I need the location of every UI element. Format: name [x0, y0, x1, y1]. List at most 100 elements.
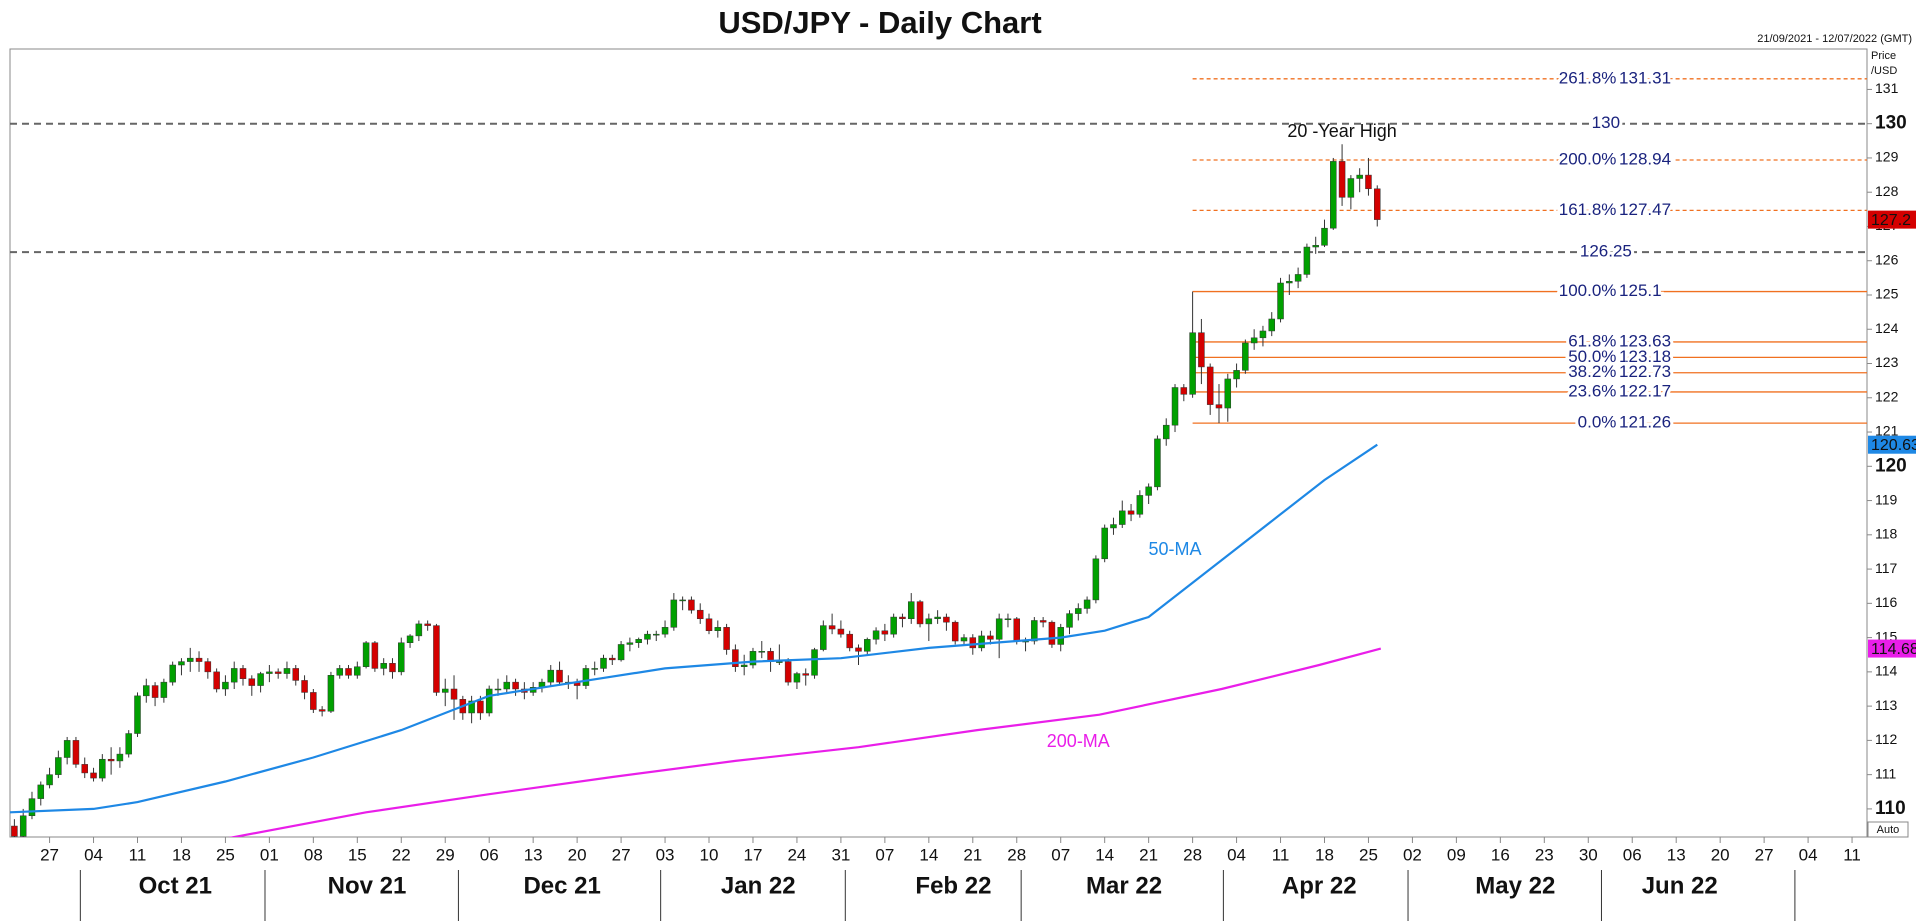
candle-body: [433, 625, 440, 693]
price-marker-label: 127.2: [1871, 212, 1911, 229]
candle-body: [1242, 342, 1249, 371]
candle-body: [292, 668, 300, 681]
candle-body: [916, 601, 924, 625]
candle-body: [424, 623, 431, 626]
candle-body: [1206, 366, 1214, 405]
candle-body: [1250, 337, 1258, 344]
candle-body: [1312, 245, 1319, 248]
y-tick-label: 124: [1875, 320, 1899, 336]
y-tick-label: 126: [1875, 251, 1899, 267]
candle-body: [151, 685, 159, 698]
candle-body: [213, 671, 220, 690]
candle-body: [1224, 378, 1232, 409]
candle-body: [494, 688, 502, 691]
y-tick-label: 128: [1875, 183, 1899, 199]
candle-body: [899, 616, 906, 620]
x-tick-label: 20: [1711, 845, 1730, 864]
candle-body: [1321, 227, 1328, 246]
candle-body: [811, 649, 818, 676]
candle-body: [371, 642, 379, 669]
x-tick-label: 25: [1359, 845, 1378, 864]
candle-body: [222, 681, 229, 690]
key-level-label: 130: [1592, 113, 1620, 132]
fib-percent: 38.2%: [1568, 362, 1616, 381]
y-tick-label: 131: [1875, 80, 1899, 96]
candle-body: [793, 673, 801, 683]
candle-body: [283, 668, 291, 674]
candle-body: [934, 616, 941, 620]
candle-body: [732, 649, 739, 667]
candle-body: [1277, 282, 1284, 320]
x-tick-label: 07: [875, 845, 894, 864]
fib-value: 128.94: [1619, 149, 1671, 168]
x-tick-label: 28: [1183, 845, 1202, 864]
candle-body: [169, 664, 176, 683]
candle-body: [1013, 618, 1021, 642]
annotation: 50-MA: [1149, 539, 1202, 559]
candle-body: [310, 692, 317, 710]
candle-body: [19, 815, 27, 837]
candle-body: [740, 664, 748, 667]
candle-body: [1233, 370, 1240, 380]
x-tick-label: 16: [1491, 845, 1510, 864]
candle-body: [362, 642, 370, 667]
candle-body: [881, 630, 889, 635]
fib-percent: 0.0%: [1578, 413, 1617, 432]
candle-body: [1198, 332, 1205, 368]
x-tick-label: 13: [524, 845, 543, 864]
candle-body: [1303, 246, 1311, 275]
candle-body: [398, 642, 405, 673]
candle-body: [626, 642, 634, 645]
candle-body: [547, 669, 554, 683]
fib-value: 122.17: [1619, 381, 1671, 400]
candle-body: [354, 666, 361, 676]
candle-body: [37, 784, 45, 799]
x-tick-label: 04: [1799, 845, 1818, 864]
fib-value: 125.1: [1619, 281, 1662, 300]
price-marker: [1868, 210, 1916, 229]
x-tick-label: 14: [919, 845, 938, 864]
month-label: Oct 21: [139, 872, 212, 899]
price-marker: [1868, 435, 1916, 454]
candle-body: [1031, 620, 1038, 642]
candle-body: [609, 657, 616, 661]
candle-body: [327, 675, 335, 712]
candle-body: [1365, 174, 1372, 190]
candle-body: [336, 668, 343, 676]
candle-body: [1294, 274, 1302, 282]
key-level-label: 126.25: [1580, 242, 1632, 261]
candle-body: [1048, 621, 1056, 645]
fib-value: 123.18: [1619, 347, 1671, 366]
candle-body: [46, 774, 53, 786]
chart-title: USD/JPY - Daily Chart: [718, 5, 1041, 40]
candle-body: [1136, 495, 1144, 515]
fib-percent: 61.8%: [1568, 331, 1616, 350]
candle-body: [160, 681, 168, 698]
plot-area: [10, 78, 1867, 837]
x-tick-label: 18: [1315, 845, 1334, 864]
candle-body: [1180, 387, 1188, 395]
candle-body: [99, 758, 106, 779]
x-tick-label: 27: [40, 845, 59, 864]
fib-percent: 23.6%: [1568, 381, 1616, 400]
x-tick-label: 24: [787, 845, 806, 864]
x-tick-label: 14: [1095, 845, 1114, 864]
x-tick-label: 29: [436, 845, 455, 864]
x-tick-label: 07: [1051, 845, 1070, 864]
x-tick-label: 08: [304, 845, 323, 864]
month-label: Dec 21: [523, 872, 600, 899]
fib-percent: 50.0%: [1568, 347, 1616, 366]
candle-body: [116, 753, 124, 762]
candle-body: [81, 764, 88, 774]
annotation: 200-MA: [1047, 731, 1110, 751]
x-tick-label: 21: [1139, 845, 1158, 864]
candle-body: [389, 663, 396, 673]
x-tick-label: 18: [172, 845, 191, 864]
x-tick-label: 23: [1535, 845, 1554, 864]
candle-body: [195, 657, 203, 662]
y-tick-label: 130: [1875, 113, 1907, 134]
candle-body: [987, 635, 994, 640]
candle-body: [828, 625, 836, 630]
currency-label: /USD: [1871, 65, 1897, 77]
